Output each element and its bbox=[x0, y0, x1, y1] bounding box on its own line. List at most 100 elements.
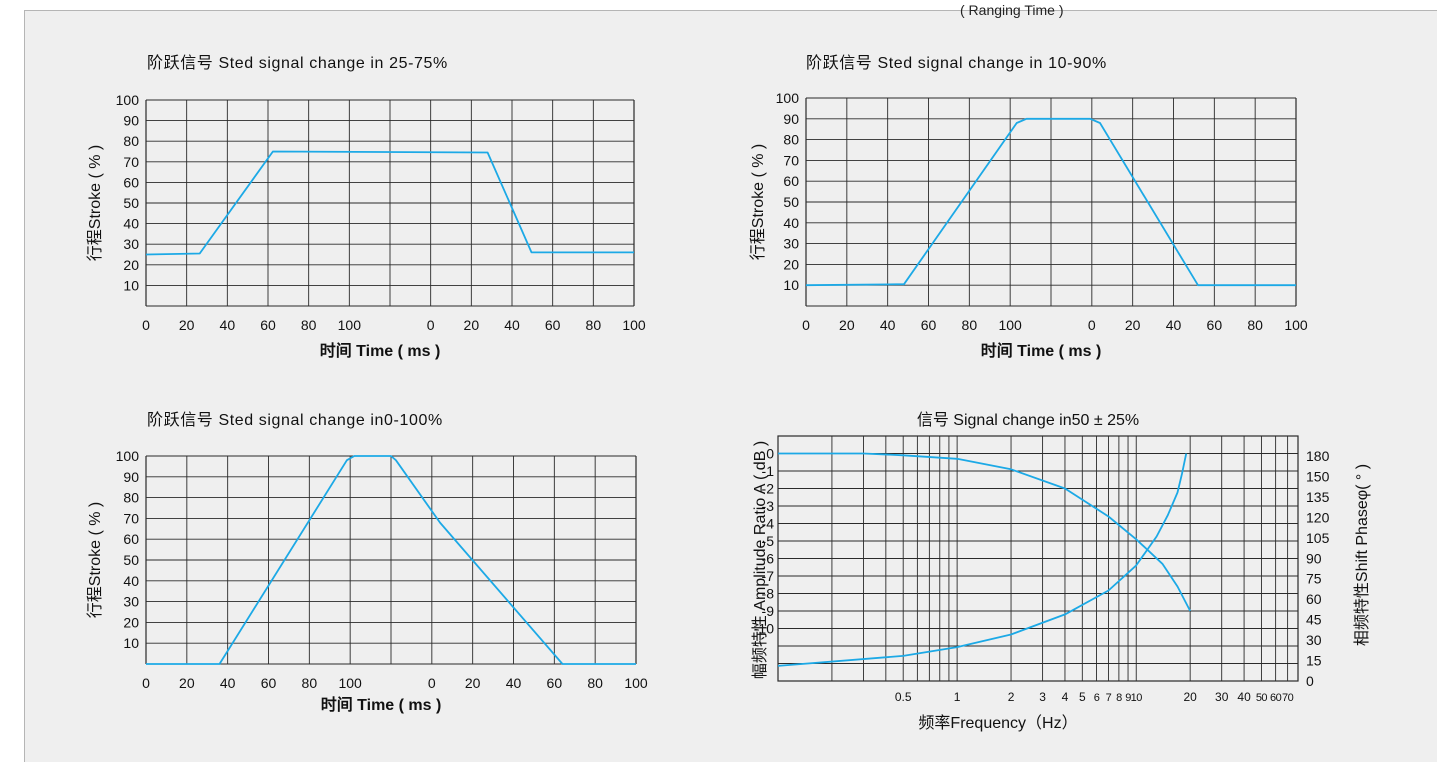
y-tick-label: 20 bbox=[123, 614, 139, 630]
y2-tick-label: 135 bbox=[1306, 489, 1330, 505]
y-tick-label: 90 bbox=[123, 113, 139, 129]
x-tick-label: 0.5 bbox=[895, 690, 912, 704]
series-line bbox=[805, 117, 1296, 287]
x-tick-label: 0 bbox=[142, 675, 150, 691]
x-tick-label: 100 bbox=[1284, 317, 1308, 333]
y-tick-label: -6 bbox=[762, 551, 775, 567]
y-tick-label: 50 bbox=[123, 552, 139, 568]
x-tick-label: 20 bbox=[464, 317, 480, 333]
y-tick-label: 10 bbox=[783, 277, 799, 293]
frequency-chart: 0-1-2-3-4-5-6-7-8-9-10180150135120105907… bbox=[751, 411, 1371, 732]
x-tick-label: 80 bbox=[301, 317, 317, 333]
x-tick-label: 9 bbox=[1125, 692, 1131, 704]
x-axis-label: 时间 Time ( ms ) bbox=[320, 341, 441, 360]
step-chart-3: 10 20 30 40 50 60 70 80 90 100 0 20 40 60 80 100 0 20 40 60… bbox=[86, 411, 648, 714]
x-tick-label: 40 bbox=[220, 675, 236, 691]
x-tick-label: 30 bbox=[1215, 690, 1229, 704]
x-tick-label: 60 bbox=[261, 675, 277, 691]
y-tick-label: -1 bbox=[762, 463, 775, 479]
x-tick-label: 100 bbox=[622, 317, 646, 333]
y-tick-label: 20 bbox=[783, 256, 799, 272]
x-tick-label: 80 bbox=[1247, 317, 1263, 333]
y-tick-label: 40 bbox=[123, 573, 139, 589]
x-axis-label: 时间 Time ( ms ) bbox=[321, 695, 442, 714]
y-tick-label: 80 bbox=[123, 490, 139, 506]
phase-series-line bbox=[777, 453, 1188, 667]
y-tick-label: -10 bbox=[754, 621, 774, 637]
y-tick-label: 70 bbox=[123, 510, 139, 526]
x-tick-label: 8 bbox=[1116, 692, 1122, 704]
chart-title: 阶跃信号 Sted signal change in0-100% bbox=[147, 411, 443, 429]
y-tick-label: 0 bbox=[766, 446, 774, 462]
y2-tick-label: 15 bbox=[1306, 653, 1322, 669]
x-tick-label: 100 bbox=[338, 675, 362, 691]
top-note: ( Ranging Time ) bbox=[960, 2, 1064, 18]
y2-tick-label: 180 bbox=[1306, 448, 1330, 464]
x-tick-label: 40 bbox=[220, 317, 236, 333]
x-tick-label: 6 bbox=[1094, 692, 1100, 704]
y-tick-label: 70 bbox=[783, 152, 799, 168]
x-tick-label: 60 bbox=[921, 317, 937, 333]
y2-tick-label: 0 bbox=[1306, 673, 1314, 689]
x-axis-label: 时间 Time ( ms ) bbox=[981, 341, 1102, 360]
y-tick-label: 90 bbox=[783, 111, 799, 127]
y-tick-label: 100 bbox=[116, 92, 140, 108]
x-axis-label: 频率Frequency（Hz） bbox=[918, 714, 1077, 732]
y-tick-label: 40 bbox=[783, 215, 799, 231]
y-tick-label: 100 bbox=[116, 448, 140, 464]
chart-title: 阶跃信号 Sted signal change in 25-75% bbox=[147, 54, 448, 72]
x-tick-label: 80 bbox=[586, 317, 602, 333]
x-tick-label: 0 bbox=[427, 317, 435, 333]
x-tick-label: 7 bbox=[1106, 692, 1112, 704]
y-tick-label: -7 bbox=[762, 568, 775, 584]
series-line bbox=[145, 150, 634, 256]
x-tick-label: 60 bbox=[547, 675, 563, 691]
x-tick-label: 60 bbox=[545, 317, 561, 333]
y-tick-label: 20 bbox=[123, 257, 139, 273]
y-tick-label: 10 bbox=[123, 277, 139, 293]
y-tick-label: 60 bbox=[123, 531, 139, 547]
x-tick-label: 1 bbox=[954, 690, 961, 704]
x-tick-label: 10 bbox=[1131, 692, 1143, 704]
x-tick-label: 2 bbox=[1008, 690, 1015, 704]
y-tick-label: 60 bbox=[123, 174, 139, 190]
y-tick-label: 30 bbox=[123, 594, 139, 610]
y-tick-label: 50 bbox=[123, 195, 139, 211]
y-tick-label: 80 bbox=[123, 133, 139, 149]
x-tick-label: 100 bbox=[338, 317, 362, 333]
chart-title: 阶跃信号 Sted signal change in 10-90% bbox=[806, 54, 1107, 72]
step-chart-2: 10 20 30 40 50 60 70 80 90 100 0 20 40 60 80 100 0 20 40 60… bbox=[749, 54, 1308, 360]
y-tick-label: -2 bbox=[762, 481, 775, 497]
y2-tick-label: 90 bbox=[1306, 550, 1322, 566]
x-tick-label: 50 bbox=[1256, 692, 1268, 704]
x-tick-label: 80 bbox=[302, 675, 318, 691]
x-tick-label: 40 bbox=[1166, 317, 1182, 333]
y-tick-label: -4 bbox=[762, 516, 775, 532]
y2-axis-label: 相频特性Shift Phaseφ( ° ) bbox=[1353, 464, 1371, 646]
x-tick-label: 60 bbox=[1270, 692, 1282, 704]
step-chart-1: 10 20 30 40 50 60 70 80 90 100 0 20 40 60 80 100 0 20 40 60… bbox=[86, 54, 646, 360]
y-tick-label: -3 bbox=[762, 498, 775, 514]
y-tick-label: -9 bbox=[762, 603, 775, 619]
x-tick-label: 80 bbox=[962, 317, 978, 333]
y-tick-label: 60 bbox=[783, 173, 799, 189]
y-tick-label: 80 bbox=[783, 132, 799, 148]
x-tick-label: 80 bbox=[587, 675, 603, 691]
y2-tick-label: 120 bbox=[1306, 509, 1330, 525]
y-axis-label: 幅频特性 Amplitude Ratio A ( dB ) bbox=[751, 441, 769, 679]
x-tick-label: 0 bbox=[1088, 317, 1096, 333]
y-tick-label: 40 bbox=[123, 216, 139, 232]
y2-tick-label: 60 bbox=[1306, 591, 1322, 607]
y-axis-label: 行程Stroke ( % ) bbox=[86, 145, 104, 261]
x-tick-label: 20 bbox=[179, 675, 195, 691]
y-tick-label: -8 bbox=[762, 586, 775, 602]
y2-tick-label: 105 bbox=[1306, 530, 1330, 546]
y-tick-label: 70 bbox=[123, 154, 139, 170]
y-tick-label: 100 bbox=[776, 90, 800, 106]
x-tick-label: 40 bbox=[1237, 690, 1251, 704]
x-tick-label: 0 bbox=[142, 317, 150, 333]
x-tick-label: 0 bbox=[802, 317, 810, 333]
x-tick-label: 40 bbox=[880, 317, 896, 333]
amplitude-series-line bbox=[778, 452, 1191, 612]
